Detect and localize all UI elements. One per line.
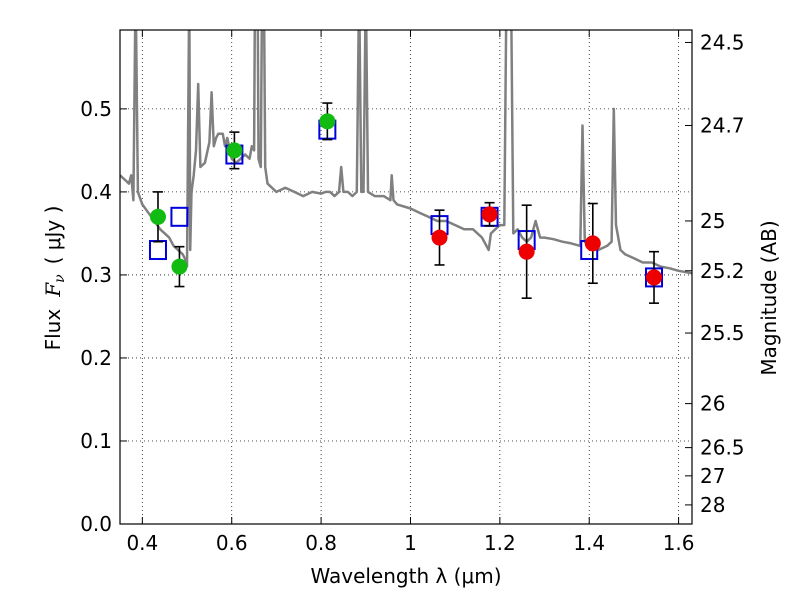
tick-layer: 0.4 0.6 0.8 1 1.2 1.4 1.6 0.0 0.1 0.2 0.3 0.4 0.5 24.…: [80, 30, 745, 555]
y-tick-label: 0.2: [80, 346, 112, 370]
model-photometry-marker: [170, 206, 189, 227]
y-axis-label-right: Magnitude (AB): [757, 220, 781, 375]
right-tick-label: 24.7: [700, 113, 745, 137]
grid: [120, 30, 692, 525]
right-tick-label: 25.5: [700, 321, 745, 345]
observed-flux-point: [646, 269, 663, 286]
observed-flux-point: [481, 206, 498, 223]
x-tick-label: 1.6: [663, 531, 695, 555]
x-tick-label: 0.6: [216, 531, 248, 555]
observed-flux-point: [431, 229, 448, 246]
y-tick-label: 0.3: [80, 263, 112, 287]
y-tick-label: 0.1: [80, 429, 112, 453]
observed-flux-point: [584, 235, 601, 252]
spectrum-line: [120, 30, 692, 275]
right-tick-label: 25: [700, 209, 725, 233]
right-tick-label: 25.2: [700, 259, 745, 283]
y-label-unit: ( μJy ): [41, 206, 65, 265]
x-tick-label: 1.4: [573, 531, 605, 555]
y-label-prefix: Flux: [41, 309, 65, 351]
right-tick-label: 26: [700, 392, 725, 416]
right-tick-label: 24.5: [700, 30, 745, 54]
plot-frame: [119, 29, 693, 525]
observed-flux-point: [319, 113, 336, 130]
x-axis-label: Wavelength λ (μm): [310, 564, 501, 588]
y-label-subscript: ν: [52, 274, 68, 283]
x-tick-label: 1.2: [484, 531, 516, 555]
right-tick-label: 28: [700, 493, 725, 517]
observed-flux-point: [518, 243, 535, 260]
x-tick-label: 0.4: [126, 531, 158, 555]
y-label-symbol: F: [41, 282, 65, 298]
y-tick-label: 0.4: [80, 180, 112, 204]
observed-flux-point: [149, 208, 166, 225]
y-tick-label: 0.5: [80, 97, 112, 121]
observed-flux-point: [226, 142, 243, 159]
marker-layer: [148, 102, 664, 304]
observed-flux-point: [171, 258, 188, 275]
right-tick-label: 27: [700, 464, 725, 488]
y-tick-label: 0.0: [80, 512, 112, 536]
spectrum-layer: [120, 30, 692, 275]
right-tick-label: 26.5: [700, 436, 745, 460]
model-photometry-marker: [148, 240, 167, 261]
x-tick-label: 0.8: [305, 531, 337, 555]
y-axis-label-left: Flux Fν ( μJy ): [41, 206, 68, 351]
x-tick-label: 1: [404, 531, 417, 555]
